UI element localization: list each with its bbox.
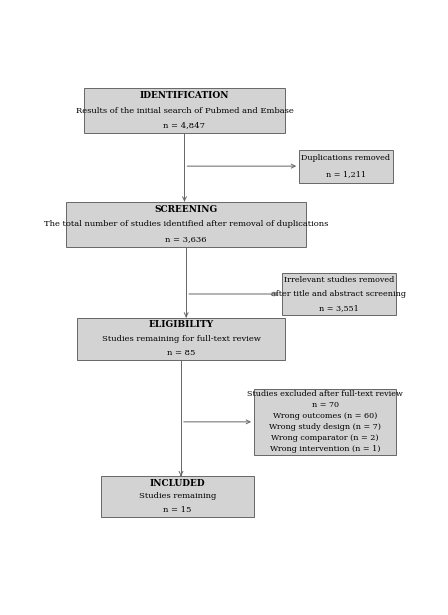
Text: Studies excluded after full-text review: Studies excluded after full-text review (247, 391, 403, 399)
Text: Studies remaining: Studies remaining (139, 493, 216, 501)
Text: IDENTIFICATION: IDENTIFICATION (140, 91, 229, 100)
Text: after title and abstract screening: after title and abstract screening (271, 290, 406, 298)
Text: ELIGIBILITY: ELIGIBILITY (148, 320, 214, 329)
Text: n = 3,636: n = 3,636 (165, 235, 207, 243)
Text: n = 3,551: n = 3,551 (319, 304, 359, 312)
Text: SCREENING: SCREENING (155, 205, 218, 213)
Text: n = 85: n = 85 (167, 349, 195, 357)
Text: Duplications removed: Duplications removed (302, 154, 390, 162)
Text: Results of the initial search of Pubmed and Embase: Results of the initial search of Pubmed … (76, 106, 293, 114)
Text: n = 15: n = 15 (164, 506, 192, 514)
FancyBboxPatch shape (66, 202, 306, 247)
Text: n = 70: n = 70 (311, 401, 339, 410)
FancyBboxPatch shape (282, 272, 396, 315)
Text: The total number of studies identified after removal of duplications: The total number of studies identified a… (44, 220, 328, 228)
Text: n = 4,847: n = 4,847 (164, 122, 206, 130)
Text: Wrong study design (n = 7): Wrong study design (n = 7) (269, 423, 381, 431)
FancyBboxPatch shape (84, 88, 285, 133)
Text: Wrong intervention (n = 1): Wrong intervention (n = 1) (270, 445, 380, 453)
Text: n = 1,211: n = 1,211 (326, 170, 366, 178)
FancyBboxPatch shape (101, 476, 254, 517)
FancyBboxPatch shape (77, 318, 285, 360)
Text: INCLUDED: INCLUDED (150, 478, 205, 488)
Text: Wrong outcomes (n = 60): Wrong outcomes (n = 60) (273, 412, 377, 420)
Text: Studies remaining for full-text review: Studies remaining for full-text review (102, 335, 260, 343)
FancyBboxPatch shape (254, 389, 396, 455)
FancyBboxPatch shape (299, 149, 393, 183)
Text: Wrong comparator (n = 2): Wrong comparator (n = 2) (271, 434, 379, 442)
Text: Irrelevant studies removed: Irrelevant studies removed (284, 276, 394, 284)
